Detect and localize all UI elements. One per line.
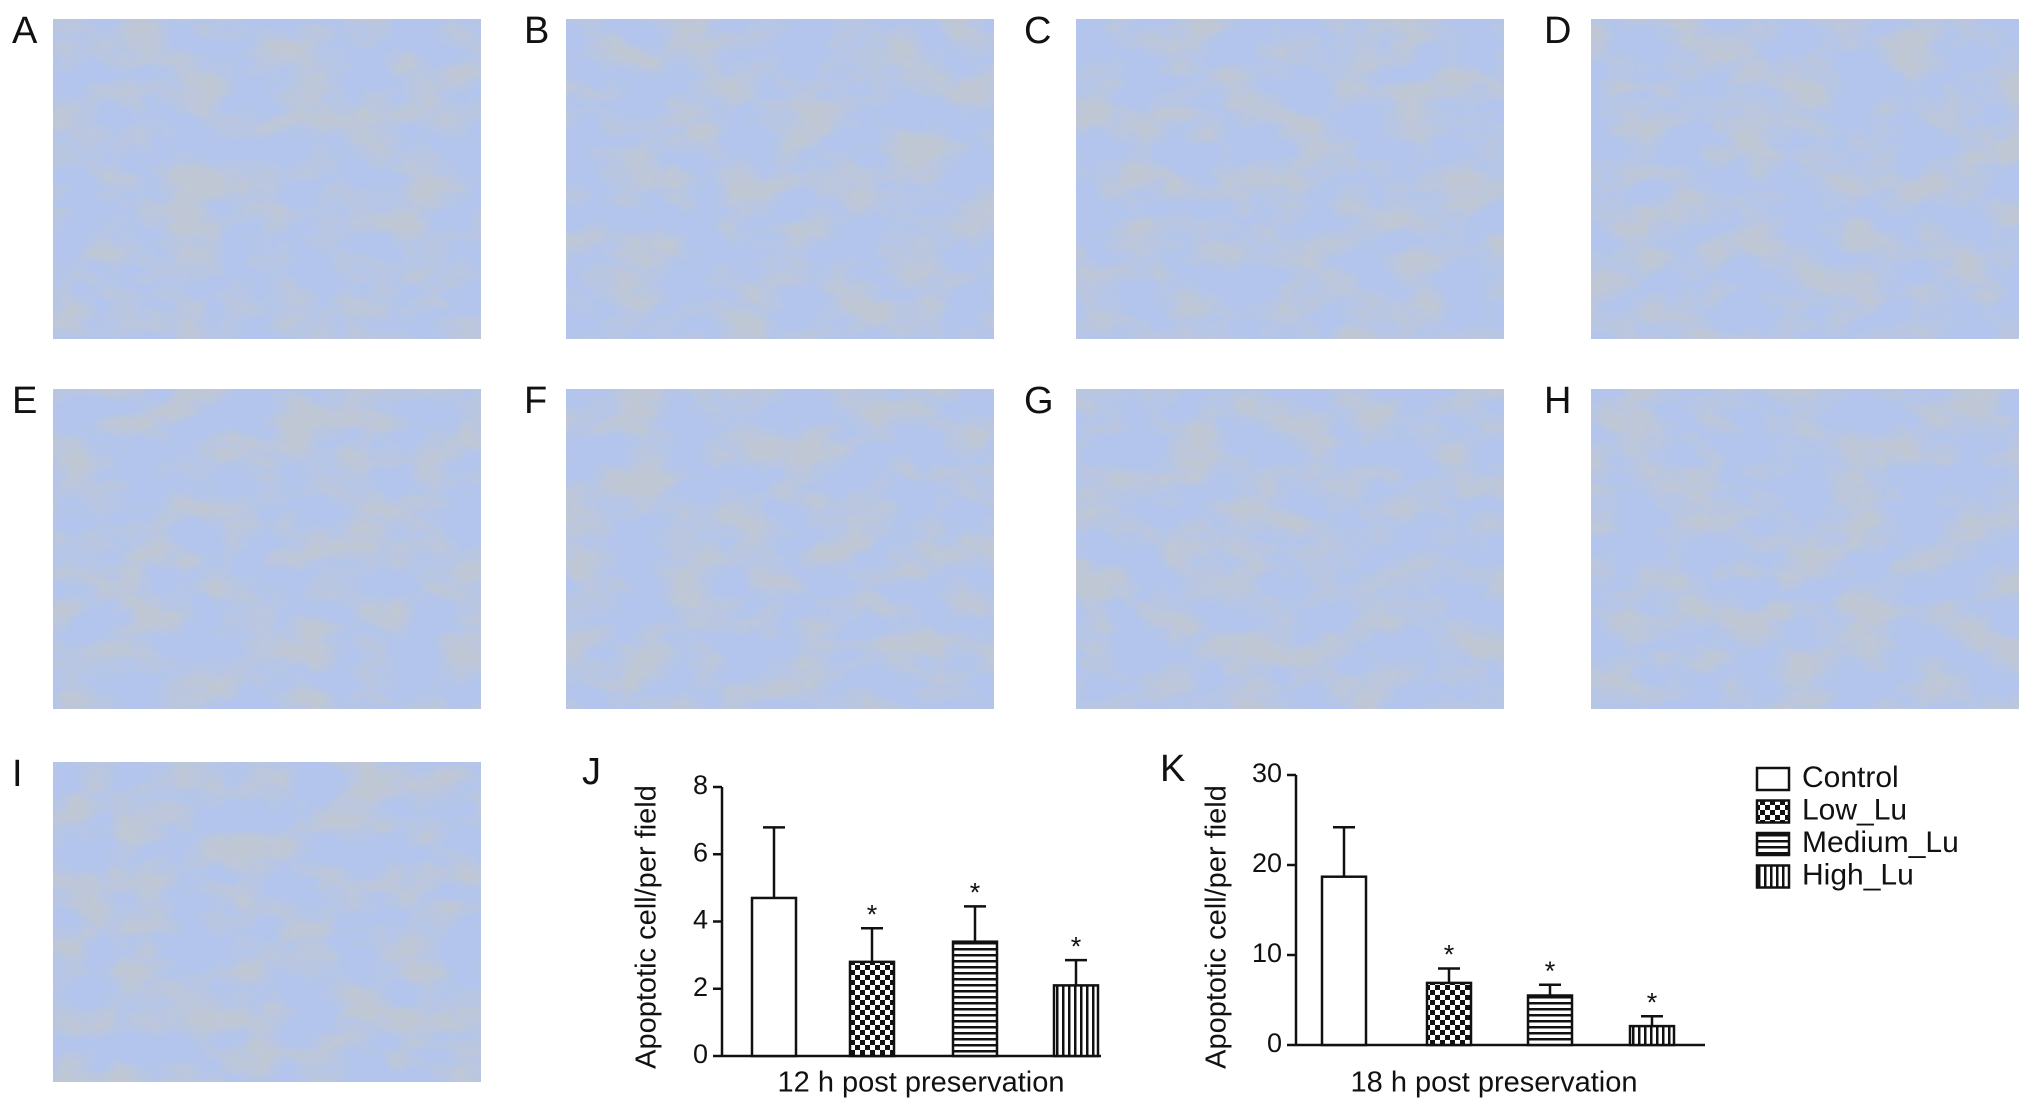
y-tick-label: 20 [1252, 848, 1282, 878]
bar [1320, 875, 1368, 1047]
bar [848, 960, 896, 1058]
bar [1628, 1024, 1676, 1047]
y-axis-label: Apoptotic cell/per field [1201, 785, 1233, 1069]
micrograph-texture [53, 19, 481, 339]
panel-label: B [524, 10, 549, 52]
significance-mark: * [1545, 956, 1556, 986]
legend-label: Medium_Lu [1802, 826, 1959, 859]
panel-label: C [1024, 10, 1051, 52]
panel-label: F [524, 380, 547, 422]
legend-swatch [1755, 864, 1791, 889]
bar [1052, 984, 1100, 1058]
panel-label: E [12, 380, 37, 422]
legend-swatch [1755, 799, 1791, 824]
legend-swatch [1755, 766, 1791, 792]
panel-label: I [12, 753, 23, 795]
x-axis-label: 18 h post preservation [1351, 1067, 1638, 1099]
y-tick-label: 6 [693, 837, 708, 867]
y-tick-label: 0 [693, 1039, 708, 1069]
y-tick-label: 8 [693, 770, 708, 800]
panel-label: A [12, 10, 38, 52]
significance-mark: * [970, 877, 981, 907]
significance-mark: * [1071, 931, 1082, 961]
micrograph-texture [1591, 19, 2019, 339]
panel-label: G [1024, 380, 1054, 422]
legend-label: High_Lu [1802, 858, 1914, 891]
significance-mark: * [1647, 987, 1658, 1017]
bar [1425, 981, 1473, 1047]
micrograph-texture [566, 389, 994, 709]
micrograph-texture [53, 389, 481, 709]
significance-mark: * [867, 899, 878, 929]
bar [750, 896, 798, 1058]
legend-swatch [1755, 831, 1791, 857]
micrograph-texture [566, 19, 994, 339]
micrograph-texture [1076, 19, 1504, 339]
y-tick-label: 0 [1267, 1028, 1282, 1058]
y-tick-label: 2 [693, 972, 708, 1002]
panel-label: J [582, 751, 601, 793]
panel-label: K [1160, 748, 1185, 790]
legend-label: Control [1802, 761, 1899, 794]
panel-label: D [1544, 10, 1571, 52]
y-tick-label: 10 [1252, 938, 1282, 968]
legend-label: Low_Lu [1802, 793, 1907, 826]
y-tick-label: 30 [1252, 758, 1282, 788]
micrograph-texture [53, 762, 481, 1082]
significance-mark: * [1444, 940, 1455, 970]
panel-label: H [1544, 380, 1571, 422]
micrograph-texture [1076, 389, 1504, 709]
y-tick-label: 4 [693, 905, 708, 935]
micrograph-texture [1591, 389, 2019, 709]
bar [1526, 994, 1574, 1047]
y-axis-label: Apoptotic cell/per field [631, 785, 663, 1069]
x-axis-label: 12 h post preservation [778, 1067, 1065, 1099]
bar [951, 940, 999, 1058]
